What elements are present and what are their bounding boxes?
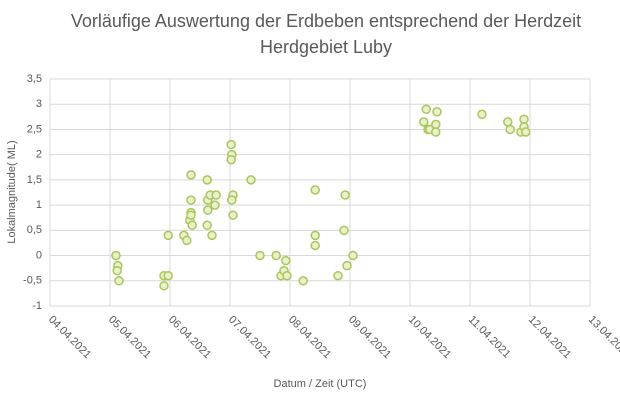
data-point [431,119,441,130]
x-tick-label: 09.04.2021 [346,314,393,361]
data-point [202,175,212,185]
data-point [226,139,236,150]
data-point [186,210,196,220]
data-point [182,235,192,246]
y-tick-label: 0 [36,249,42,261]
x-tick-label: 10.04.2021 [406,314,453,361]
y-tick-label: 1,5 [27,174,42,186]
data-point [340,190,350,200]
data-point [519,114,529,125]
data-point [339,225,349,236]
data-point [298,276,308,286]
y-tick-label: 3,5 [27,73,42,85]
y-tick-label: -1 [32,300,42,312]
data-point [186,170,196,180]
x-tick-label: 04.04.2021 [46,314,93,361]
data-point [348,250,358,261]
data-point [310,185,320,195]
data-point [310,230,320,241]
data-point [207,230,217,241]
y-tick-label: 1 [36,199,42,211]
data-point [246,175,256,185]
data-point [163,230,173,241]
x-tick-label: 13.04.2021 [586,314,620,361]
data-point [282,270,292,281]
data-point [342,260,352,271]
y-tick-label: -0,5 [23,275,42,287]
y-tick-label: 2,5 [27,123,42,135]
data-point [202,220,212,231]
data-point [310,240,320,251]
data-point [432,107,442,117]
data-point [281,255,291,266]
data-point [186,195,196,205]
y-axis-label: Lokalmagnitude( ML) [6,140,18,243]
x-tick-label: 11.04.2021 [466,314,513,361]
data-point [111,250,121,261]
data-point [210,200,220,210]
data-point [227,195,237,205]
x-tick-label: 07.04.2021 [226,314,273,361]
data-point [114,276,124,286]
chart-subtitle: Herdgebiet Luby [260,37,392,57]
x-tick-label: 12.04.2021 [526,314,573,361]
y-tick-label: 0,5 [27,224,42,236]
x-tick-label: 06.04.2021 [166,314,213,361]
data-point [271,250,281,261]
y-tick-label: 2 [36,149,42,161]
data-point [503,117,513,127]
x-axis-label: Datum / Zeit (UTC) [274,378,367,390]
data-point [211,190,221,200]
data-point [112,265,122,276]
x-tick-label: 05.04.2021 [106,314,153,361]
data-point [421,104,431,115]
data-point [521,127,531,137]
data-point [477,109,487,120]
data-point [163,270,173,281]
data-point [187,220,197,231]
chart-title: Vorläufige Auswertung der Erdbeben entsp… [71,11,581,31]
data-point [419,117,429,127]
x-tick-label: 08.04.2021 [286,314,333,361]
data-point [431,127,441,137]
data-point [203,205,213,215]
data-point [159,281,169,291]
data-point [226,154,236,165]
y-tick-label: 3 [36,98,42,110]
data-point [333,270,343,281]
data-point [255,250,265,261]
data-point [505,124,515,135]
data-point [228,210,238,220]
